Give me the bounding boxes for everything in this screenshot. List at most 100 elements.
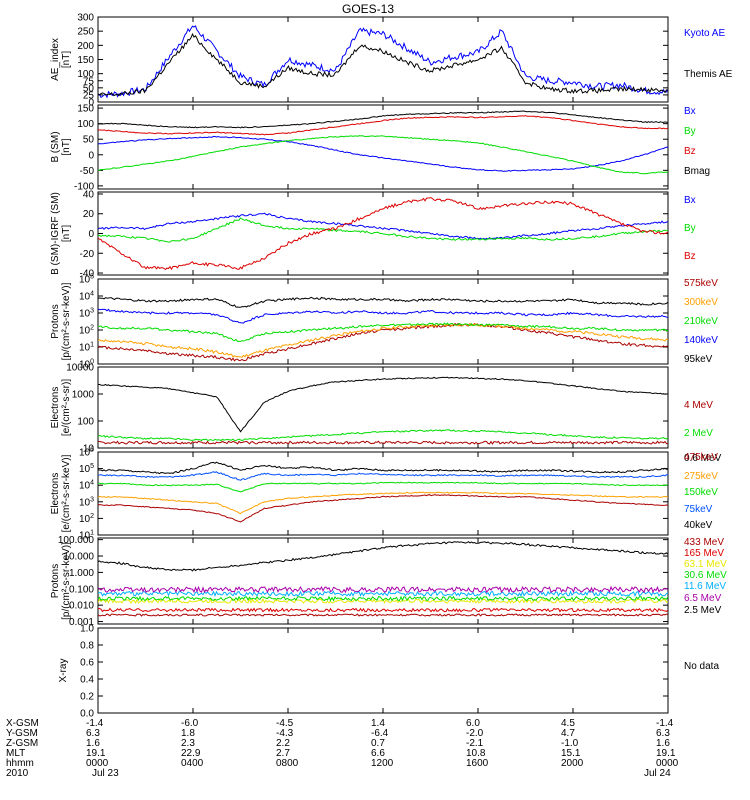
y-tick-label: 106 [79,447,94,459]
y-tick-label: -40 [80,269,95,280]
series-line-Bz [98,197,668,271]
legend-label: 6.5 MeV [684,593,722,604]
legend-label: Bz [684,146,696,157]
legend-label: 475keV [684,452,718,463]
panel-frame [97,278,669,365]
y-tick-label: 103 [79,308,94,320]
legend-label: Kyoto AE [684,28,725,39]
y-tick-label: 300 [77,13,94,24]
series-line-300keV [98,322,668,358]
series-line-Themis-AE [98,32,668,97]
ephemeris-value: 4.7 [561,728,575,739]
y-tick-label: 0.2 [80,692,94,703]
ephemeris-row-label: X-GSM [6,718,39,729]
ephemeris-value: 0000 [656,758,679,769]
panel-4: 100101102103104105Protons[p/(cm²-s-sr-ke… [50,274,718,371]
series-line-165-MeV [98,607,668,613]
ephemeris-value: 6.3 [86,728,100,739]
y-tick-label: 150 [77,55,94,66]
series-line-575keV [98,322,668,362]
y-tick-label: 75 [83,76,95,87]
y-tick-label: 1.0 [80,624,94,635]
panel-5: 10 100 1000 10000 Electrons[e/(cm²-s-sr)] 4 M… [50,363,722,465]
ephemeris-row-label: hhmm [6,758,34,769]
ephemeris-value: 1.6 [86,738,100,749]
y-tick-label: 0.8 [80,641,94,652]
y-tick-label: 102 [79,513,94,525]
legend-label: 2 MeV [684,428,713,439]
y-tick-label: 10.000 [63,552,94,563]
panel-7: 0.001 0.010 0.100 1.000 10.000 100.000Protons… [50,535,727,628]
series-line-Bx [98,212,668,240]
y-tick-label: 0.6 [80,658,94,669]
legend-label: Themis AE [684,69,733,80]
y-tick-label: 250 [77,27,94,38]
legend-label: 4 MeV [684,400,713,411]
y-tick-label: 150 [77,104,94,115]
y-tick-label: 0.100 [69,584,94,595]
legend-label: 75keV [684,504,713,515]
series-line-Bmag [98,110,668,129]
legend-label: 210keV [684,316,718,327]
y-axis-label: AE_index[nT] [50,38,72,81]
series-line-4-MeV [98,440,668,445]
panel-frame [97,104,669,190]
legend-label: 0.6 MeV [684,453,722,464]
ephemeris-value: 1.8 [181,728,195,739]
y-tick-label: 1000 [72,390,95,401]
y-tick-label: 0 [88,98,94,109]
y-axis-label: X-ray [58,659,69,683]
series-line-6.5-MeV [98,585,668,594]
y-tick-label: 104 [79,291,94,303]
legend-label: 140keV [684,335,718,346]
panel-frame [97,16,669,103]
y-tick-label: 0.001 [69,617,94,628]
panel-8: 0.0 0.2 0.4 0.6 0.8 1.0 X-ray No data [58,624,719,720]
ephemeris-value: 2000 [561,758,584,769]
legend-label: Bx [684,195,696,206]
y-tick-label: 105 [79,463,94,475]
series-line-By [98,135,668,175]
no-data-note: No data [684,661,719,672]
y-tick-label: 100 [77,417,94,428]
ephemeris-value: 1600 [466,758,489,769]
legend-label: Bx [684,106,696,117]
legend-label: 63.1 MeV [684,559,727,570]
series-line-140keV [98,308,668,324]
legend-label: 275keV [684,471,718,482]
series-line-Bx [98,135,668,172]
y-tick-label: 40 [83,189,95,200]
ephemeris-value: -4.5 [276,718,294,729]
series-line-95keV [98,296,668,308]
series-line-0.6-MeV [98,376,668,433]
y-tick-label: 101 [79,342,94,354]
panel-frame [97,627,669,714]
y-tick-label: 10000 [66,363,94,374]
ephemeris-value: 0800 [276,758,299,769]
ephemeris-value: 10.8 [466,748,486,759]
ephemeris-value: 19.1 [86,748,106,759]
ephemeris-value: -1.4 [656,718,674,729]
ephemeris-row-label: MLT [6,748,26,759]
series-line-Bz [98,114,668,136]
ephemeris-value: 0.7 [371,738,385,749]
y-tick-label: 0 [88,229,94,240]
ephemeris-value: 1200 [371,758,394,769]
ephemeris-value: -2.1 [466,738,484,749]
legend-label: 40keV [684,520,713,531]
ephemeris-value: -2.0 [466,728,484,739]
ephemeris-value: 0400 [181,758,204,769]
y-axis-label: Protons[p/(cm²-s-sr-keV)] [50,542,72,620]
ephemeris-value: -1.0 [561,738,579,749]
y-tick-label: 50 [83,83,95,94]
y-tick-label: 1.000 [69,568,94,579]
panel-6: 101102103104105106Electrons[e/(cm²-s-sr-… [50,447,718,542]
ephemeris-row-label: Z-GSM [6,738,39,749]
ephemeris-value: Jul 24 [644,768,671,779]
ephemeris-value: -6.0 [181,718,199,729]
panel-frame [97,537,669,625]
ephemeris-value: 1.4 [371,718,385,729]
chart-title: GOES-13 [342,2,394,16]
legend-label: Bmag [684,166,710,177]
